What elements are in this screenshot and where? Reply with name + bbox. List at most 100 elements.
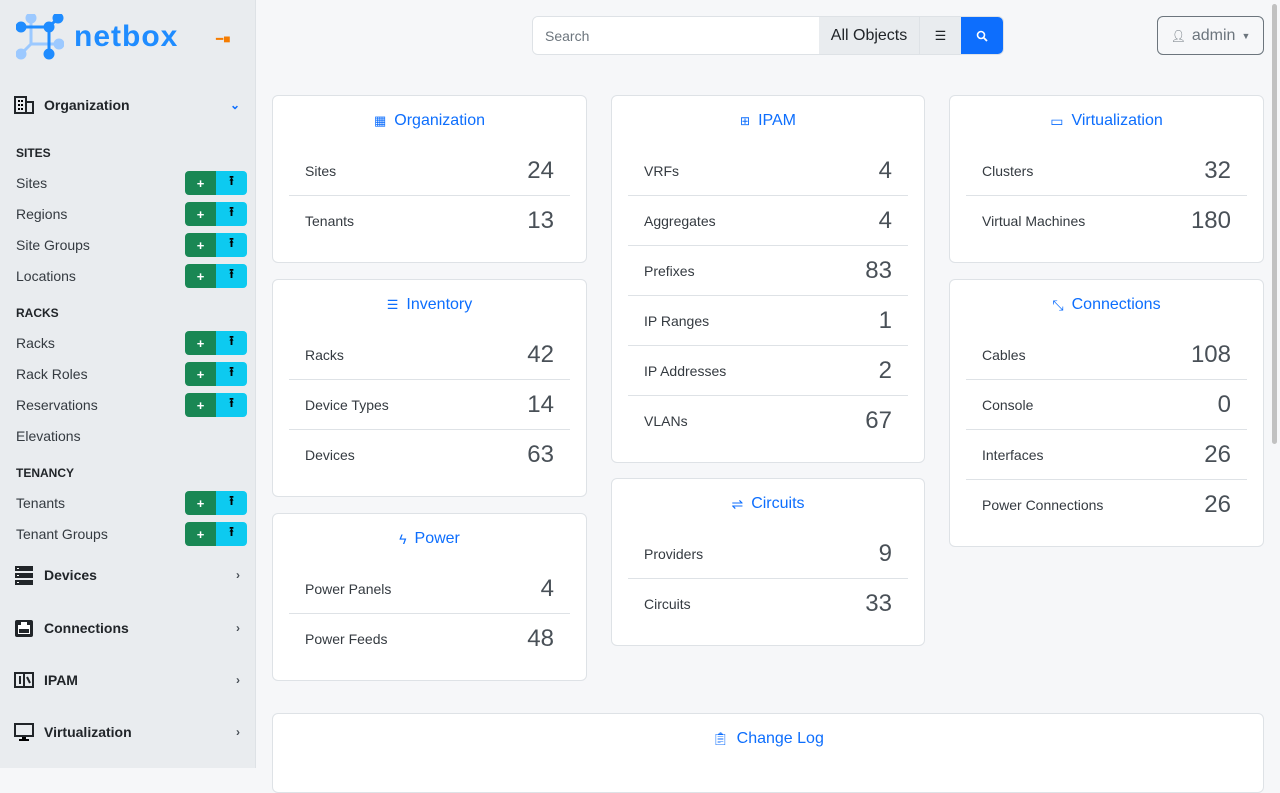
stat-label: VRFs	[644, 162, 679, 179]
stat-row[interactable]: IP Ranges 1	[628, 296, 908, 346]
stat-count: 2	[878, 356, 892, 384]
stat-row[interactable]: VLANs 67	[628, 396, 908, 446]
stat-count: 180	[1190, 207, 1231, 234]
item-label: Elevations	[16, 428, 81, 444]
card-title[interactable]: Virtualization	[1071, 112, 1163, 129]
import-button[interactable]: ⭱	[216, 362, 247, 386]
nav-group-virtualization[interactable]: Virtualization ›	[14, 722, 240, 742]
add-button[interactable]: +	[185, 522, 216, 546]
card-title[interactable]: Power	[414, 530, 460, 547]
card-title[interactable]: Inventory	[406, 296, 473, 313]
netbox-logo[interactable]: netbox	[16, 14, 178, 60]
stat-label: Interfaces	[982, 446, 1044, 463]
stat-label: Virtual Machines	[982, 213, 1086, 229]
import-button[interactable]: ⭱	[216, 522, 247, 546]
add-button[interactable]: +	[185, 393, 216, 417]
import-button[interactable]: ⭱	[216, 233, 247, 257]
import-button[interactable]: ⭱	[216, 491, 247, 515]
stat-label: Circuits	[644, 596, 691, 612]
stat-label: Clusters	[982, 162, 1034, 179]
filter-icon[interactable]: ☰	[920, 17, 961, 54]
card-organization: ▦ Organization Sites 24 Tenants 13	[272, 95, 587, 263]
scrollbar[interactable]	[1272, 4, 1277, 444]
add-button[interactable]: +	[185, 233, 216, 257]
card-ipam: ⊞ IPAM VRFs 4 Aggregates 4 Prefixes 83 IP Range…	[611, 95, 925, 463]
stat-row[interactable]: Devices 63	[289, 430, 570, 480]
sidebar-item-regions[interactable]: Regions + ⭱	[16, 202, 247, 226]
search-input[interactable]	[533, 17, 819, 54]
stat-count: 4	[878, 206, 892, 234]
sidebar-item-tenant-groups[interactable]: Tenant Groups + ⭱	[16, 522, 247, 546]
stat-count: 83	[865, 256, 892, 284]
stat-row[interactable]: Sites 24	[289, 146, 570, 196]
nav-group-devices[interactable]: Devices ›	[14, 565, 240, 585]
stat-count: 42	[527, 340, 554, 368]
sidebar-item-reservations[interactable]: Reservations + ⭱	[16, 393, 247, 417]
stat-row[interactable]: Racks 42	[289, 330, 570, 380]
add-button[interactable]: +	[185, 362, 216, 386]
stat-row[interactable]: Prefixes 83	[628, 246, 908, 296]
stat-row[interactable]: Cables 108	[966, 330, 1247, 380]
add-button[interactable]: +	[185, 491, 216, 515]
sidebar-item-sites[interactable]: Sites + ⭱	[16, 171, 247, 195]
stat-row[interactable]: Interfaces 26	[966, 430, 1247, 480]
card-title[interactable]: Connections	[1071, 296, 1161, 313]
nav-group-ipam[interactable]: IPAM ›	[14, 670, 240, 690]
nav-group-label: IPAM	[44, 672, 78, 688]
sidebar-item-locations[interactable]: Locations + ⭱	[16, 264, 247, 288]
stat-label: Sites	[305, 162, 337, 179]
import-button[interactable]: ⭱	[216, 264, 247, 288]
sidebar-item-racks[interactable]: Racks + ⭱	[16, 331, 247, 355]
import-button[interactable]: ⭱	[216, 331, 247, 355]
import-button[interactable]: ⭱	[216, 171, 247, 195]
username: admin	[1191, 26, 1236, 44]
sidebar: netbox ━■ Organization ⌄ SITES Sites + ⭱ Re…	[0, 0, 256, 768]
search-scope-select[interactable]: All Objects	[819, 17, 920, 54]
sidebar-item-site-groups[interactable]: Site Groups + ⭱	[16, 233, 247, 257]
stat-row[interactable]: Power Panels 4	[289, 564, 570, 614]
pin-sidebar-icon[interactable]: ━■	[216, 32, 231, 46]
add-button[interactable]: +	[185, 171, 216, 195]
add-button[interactable]: +	[185, 202, 216, 226]
chevron-right-icon: ›	[236, 725, 240, 739]
import-button[interactable]: ⭱	[216, 202, 247, 226]
stat-label: Device Types	[305, 396, 389, 413]
card-title[interactable]: Change Log	[736, 730, 824, 747]
nav-group-connections[interactable]: Connections ›	[14, 618, 240, 638]
import-button[interactable]: ⭱	[216, 393, 247, 417]
stat-row[interactable]: Aggregates 4	[628, 196, 908, 246]
stat-row[interactable]: Circuits 33	[628, 579, 908, 629]
stat-count: 33	[865, 590, 892, 617]
monitor-icon	[14, 722, 34, 742]
add-button[interactable]: +	[185, 264, 216, 288]
stat-row[interactable]: Power Connections 26	[966, 480, 1247, 530]
stat-count: 108	[1190, 340, 1231, 368]
sidebar-item-tenants[interactable]: Tenants + ⭱	[16, 491, 247, 515]
card-title[interactable]: Organization	[394, 112, 485, 129]
card-change-log: 📋︎ Change Log	[272, 713, 1264, 793]
netbox-logo-icon	[16, 14, 64, 60]
stat-count: 4	[540, 574, 554, 602]
ethernet-icon	[14, 618, 34, 638]
stat-count: 32	[1204, 156, 1231, 184]
nav-group-label: Virtualization	[44, 724, 132, 740]
card-title[interactable]: IPAM	[758, 112, 796, 129]
stat-row[interactable]: Tenants 13	[289, 196, 570, 246]
stat-row[interactable]: Console 0	[966, 380, 1247, 430]
stat-row[interactable]: Virtual Machines 180	[966, 196, 1247, 246]
card-title[interactable]: Circuits	[751, 495, 805, 512]
user-menu-button[interactable]: 👤︎ admin ▼	[1157, 16, 1264, 55]
search-button[interactable]	[961, 17, 1003, 54]
stat-row[interactable]: Device Types 14	[289, 380, 570, 430]
stat-row[interactable]: Providers 9	[628, 529, 908, 579]
stat-row[interactable]: IP Addresses 2	[628, 346, 908, 396]
ipam-icon	[14, 670, 34, 690]
sidebar-item-rack-roles[interactable]: Rack Roles + ⭱	[16, 362, 247, 386]
stat-row[interactable]: Power Feeds 48	[289, 614, 570, 664]
stat-row[interactable]: Clusters 32	[966, 146, 1247, 196]
add-button[interactable]: +	[185, 331, 216, 355]
nav-group-organization[interactable]: Organization ⌄	[14, 95, 240, 115]
sidebar-item-elevations[interactable]: Elevations	[16, 424, 247, 448]
stat-row[interactable]: VRFs 4	[628, 146, 908, 196]
card-inventory: ☰ Inventory Racks 42 Device Types 14 Devices 6…	[272, 279, 587, 497]
